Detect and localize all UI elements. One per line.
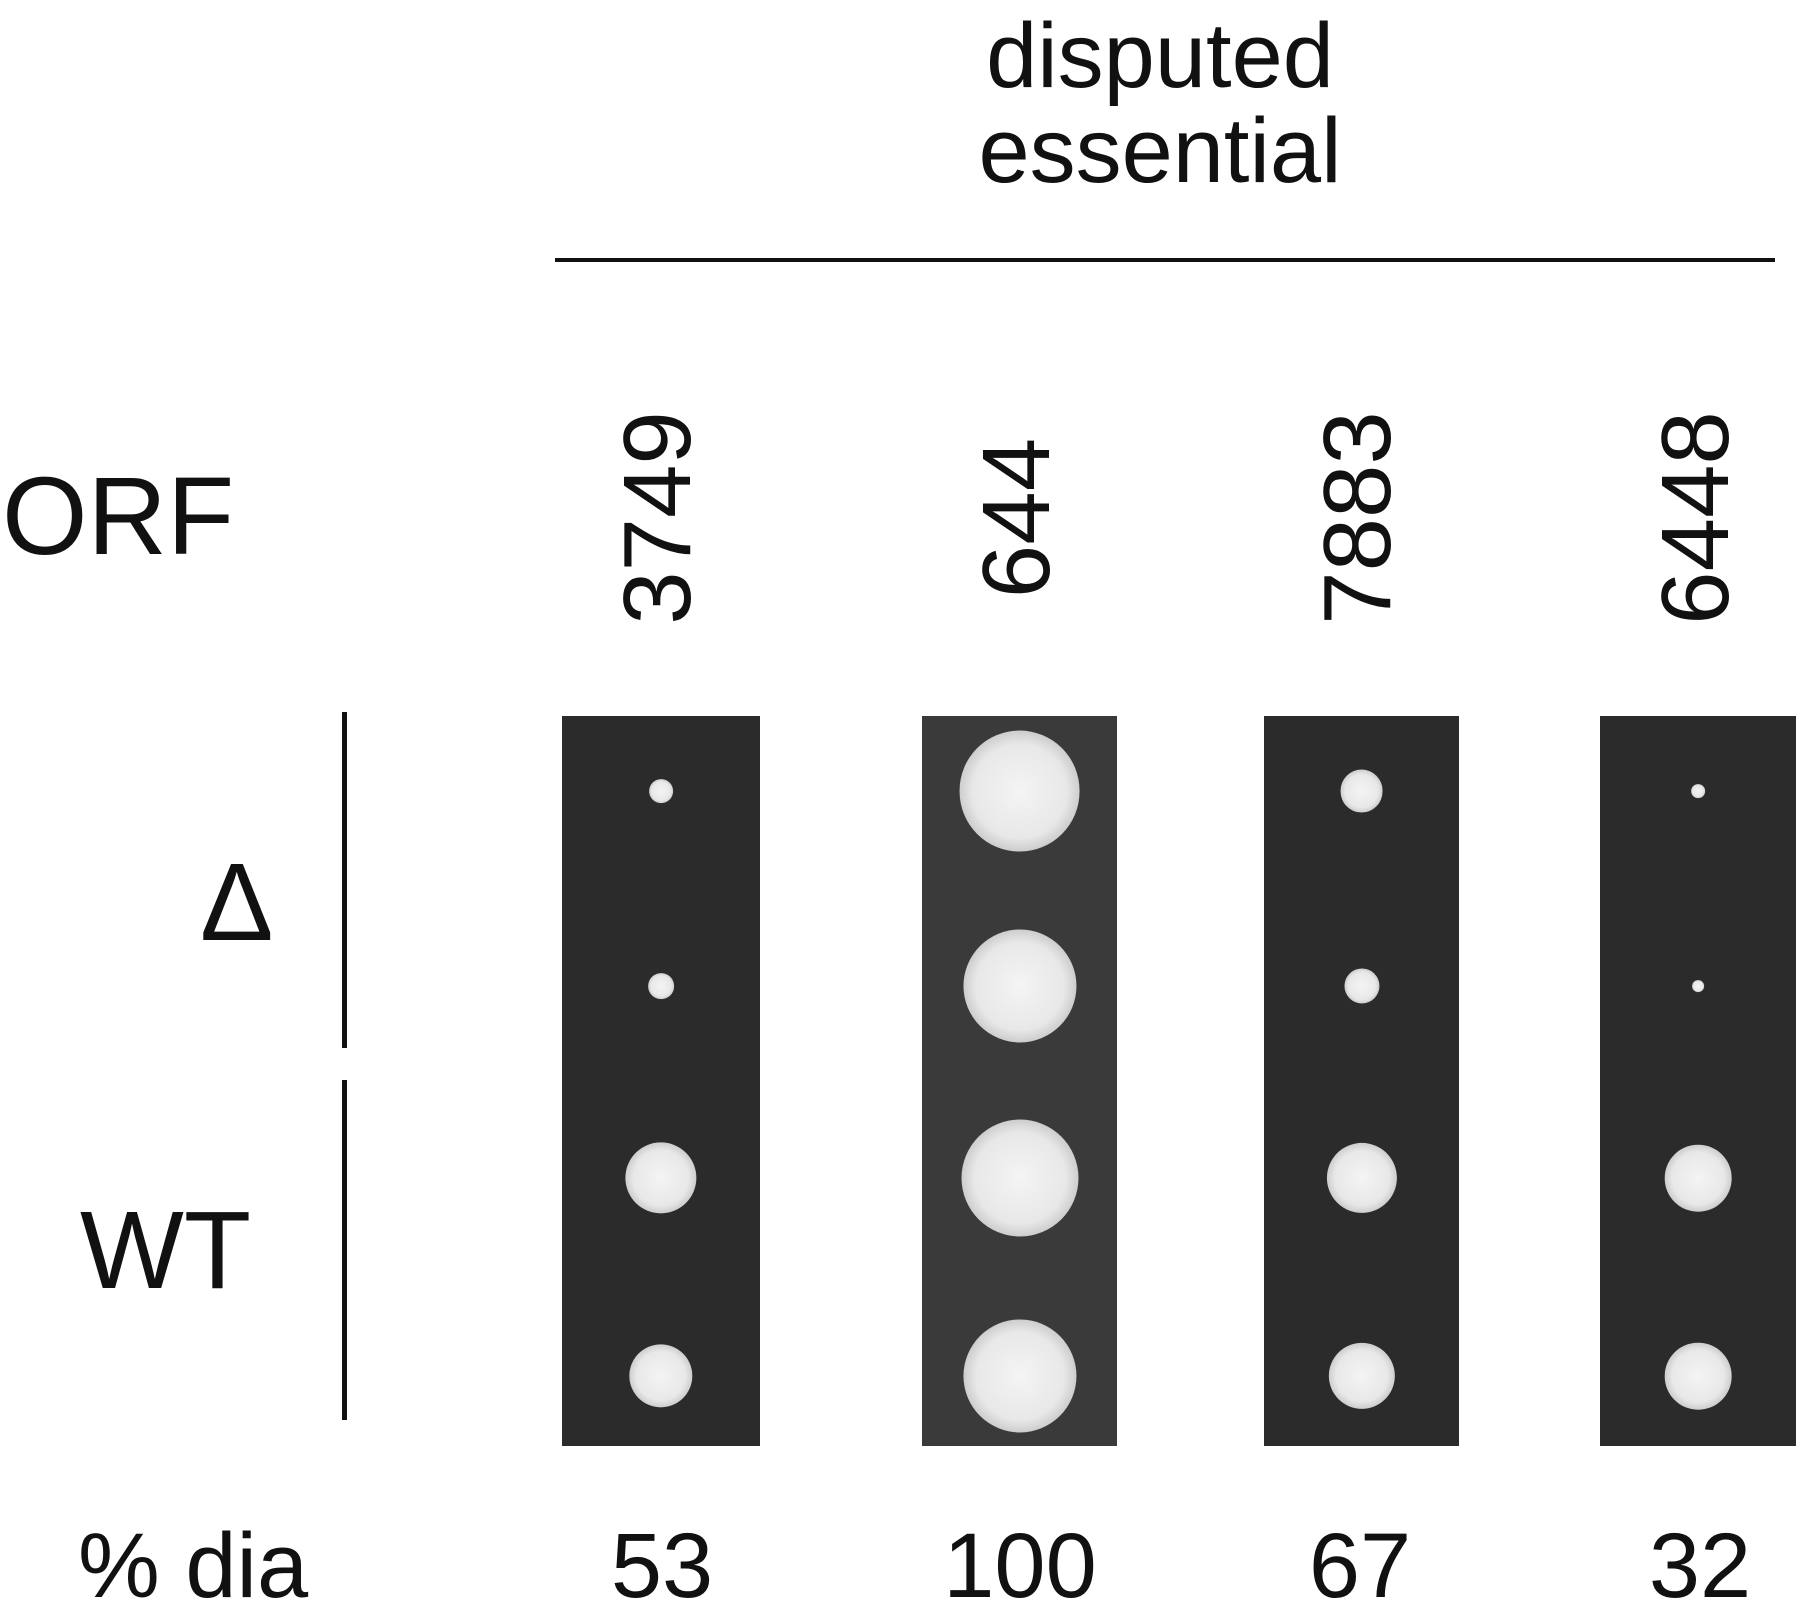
pct-dia-value-0: 53: [610, 1515, 714, 1617]
colony-spot: [959, 730, 1080, 852]
header-label-disputed: disputed: [986, 5, 1334, 107]
colony-spot: [649, 779, 673, 803]
colony-spot: [625, 1142, 697, 1214]
colony-spot: [1664, 1144, 1732, 1212]
colony-spot: [1343, 968, 1380, 1004]
colony-strip-644: [922, 716, 1117, 1446]
wt-row-label: WT: [80, 1189, 252, 1312]
colony-spot: [1328, 1342, 1395, 1410]
colony-spot: [648, 973, 674, 999]
colony-spot: [962, 929, 1077, 1043]
pct-dia-value-1: 100: [943, 1515, 1097, 1617]
colony-strip-7883: [1264, 716, 1459, 1446]
colony-strip-6448: [1600, 716, 1796, 1446]
colony-spot: [629, 1344, 693, 1408]
colony-spot: [1664, 1342, 1732, 1410]
header-label-essential: essential: [978, 100, 1342, 202]
colony-spot: [1691, 784, 1705, 798]
orf-id-3: 6448: [1642, 411, 1749, 625]
colony-spot: [961, 1119, 1078, 1237]
pct-dia-row-label: % dia: [78, 1515, 309, 1617]
wt-bracket: [342, 1080, 347, 1420]
orf-id-2: 7883: [1304, 411, 1411, 625]
colony-spot: [962, 1319, 1077, 1433]
delta-bracket: [342, 712, 347, 1048]
orf-id-1: 644: [963, 437, 1070, 599]
colony-spot: [1692, 980, 1704, 992]
orf-row-label: ORF: [2, 455, 235, 578]
pct-dia-value-2: 67: [1308, 1515, 1412, 1617]
colony-strip-3749: [562, 716, 760, 1446]
orf-id-0: 3749: [604, 411, 711, 625]
delta-row-label: Δ: [200, 841, 274, 964]
colony-spot: [1340, 769, 1383, 813]
pct-dia-value-3: 32: [1648, 1515, 1752, 1617]
colony-spot: [1326, 1142, 1397, 1214]
header-rule: [555, 258, 1775, 262]
